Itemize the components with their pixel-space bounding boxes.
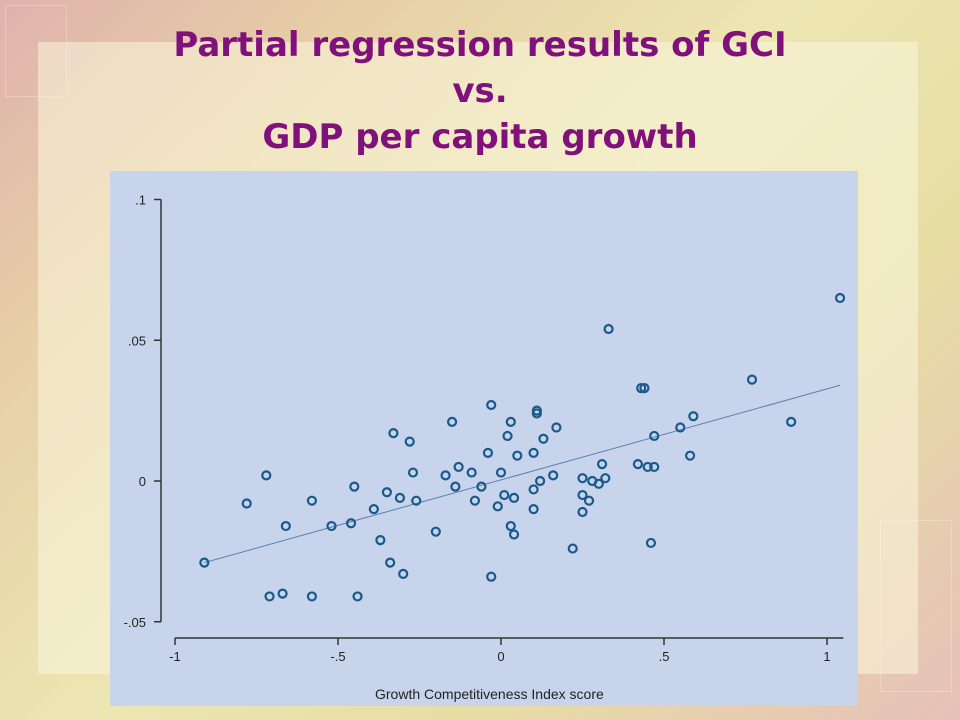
data-point [388, 428, 399, 439]
x-tick-label: 1 [823, 649, 830, 664]
data-point [567, 543, 578, 554]
data-point [486, 571, 497, 582]
data-point [642, 461, 653, 473]
data-point [649, 430, 660, 442]
data-point [746, 374, 758, 385]
title-line-2: vs. [452, 71, 508, 111]
data-point [199, 557, 210, 568]
data-point [551, 422, 562, 433]
points-group [199, 292, 846, 602]
data-point [326, 520, 337, 532]
data-point [486, 399, 497, 411]
data-point [508, 529, 520, 540]
data-point [508, 492, 520, 503]
data-point [394, 492, 406, 503]
data-point [277, 588, 288, 599]
data-point [306, 495, 318, 506]
data-point [531, 408, 542, 419]
data-point [502, 430, 513, 442]
data-point [264, 591, 275, 602]
title-line-1: Partial regression results of GCI [173, 25, 787, 65]
data-point [476, 481, 487, 492]
data-point [512, 450, 523, 461]
data-point [675, 422, 686, 433]
data-point [528, 484, 539, 495]
data-point [596, 459, 608, 470]
data-point [375, 535, 386, 546]
data-point [834, 292, 846, 304]
data-point [466, 467, 477, 478]
data-point [499, 489, 510, 501]
data-point [430, 526, 441, 537]
data-point [407, 467, 419, 478]
data-point [482, 447, 494, 458]
data-point [352, 591, 363, 602]
data-point [688, 411, 699, 422]
data-point [577, 473, 588, 484]
data-point [398, 568, 409, 579]
data-point [786, 416, 797, 427]
data-point [345, 518, 357, 529]
y-tick-label: .1 [135, 193, 146, 208]
x-tick-label: -.5 [330, 649, 345, 664]
y-tick-label: -.05 [124, 615, 146, 630]
data-point [368, 504, 379, 515]
title-line-3: GDP per capita growth [262, 117, 698, 157]
data-point [577, 506, 588, 518]
data-point [583, 495, 595, 506]
data-point [528, 504, 539, 515]
data-point [632, 459, 644, 470]
data-point [411, 495, 422, 506]
fit-line [204, 384, 841, 564]
x-tick-label: 0 [497, 649, 504, 664]
data-point [440, 470, 451, 481]
data-point [453, 461, 464, 473]
data-point [636, 383, 647, 394]
data-point [535, 475, 546, 487]
data-point [600, 473, 611, 484]
data-point [603, 323, 614, 335]
y-tick-label: .05 [128, 333, 146, 348]
data-point [505, 416, 516, 427]
data-point [447, 416, 458, 427]
data-point [492, 501, 503, 512]
scatter-plot: -.05 0 .05 .1 -1 -.5 0 .5 1 Growth Competitivene… [110, 171, 858, 706]
data-point [495, 467, 507, 478]
data-point [548, 470, 559, 481]
data-point [385, 557, 396, 568]
data-point [241, 498, 252, 509]
x-axis-title: Growth Competitiveness Index score [375, 686, 604, 702]
fit-line-group [204, 384, 841, 564]
data-point [528, 447, 539, 458]
x-tick-label: -1 [169, 649, 181, 664]
data-point [306, 591, 318, 602]
data-point [577, 489, 588, 501]
y-tick-label: 0 [139, 474, 146, 489]
data-point [404, 436, 415, 447]
data-point [684, 450, 696, 461]
data-point [593, 478, 604, 489]
data-point [505, 520, 516, 532]
axes: -.05 0 .05 .1 -1 -.5 0 .5 1 [124, 193, 844, 664]
data-point [649, 461, 660, 473]
chart-svg: -.05 0 .05 .1 -1 -.5 0 .5 1 Growth Competitivene… [124, 193, 846, 702]
data-point [349, 481, 360, 492]
x-tick-label: .5 [659, 649, 670, 664]
data-point [450, 481, 461, 492]
data-point [381, 487, 392, 498]
data-point [280, 520, 291, 532]
data-point [469, 495, 481, 506]
data-point [261, 470, 272, 481]
slide-title: Partial regression results of GCI vs. GD… [0, 22, 960, 160]
data-point [645, 537, 657, 549]
data-point [639, 383, 650, 394]
data-point [538, 433, 549, 444]
